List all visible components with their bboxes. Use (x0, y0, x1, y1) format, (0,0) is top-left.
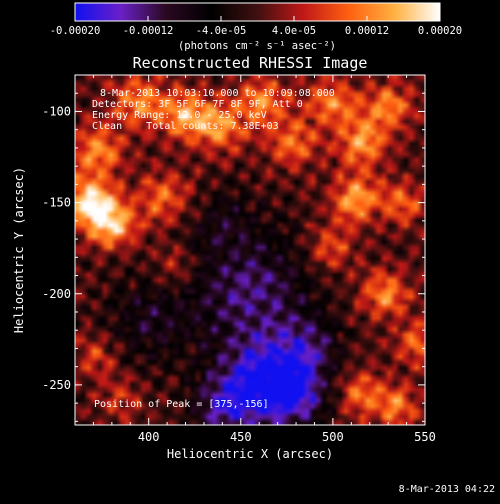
footer-timestamp: 8-Mar-2013 04:22 (399, 484, 495, 495)
annotation-method-counts: Clean Total counts: 7.38E+03 (92, 121, 279, 132)
y-tick-label: -150 (42, 196, 71, 210)
colorbar-tick-label: -4.0e-05 (196, 25, 247, 37)
annotation-peak-position: Position of Peak = [375,-156] (94, 399, 269, 410)
annotation-detectors: Detectors: 3F 5F 6F 7F 8F 9F, Att 0 (92, 99, 303, 110)
y-tick-label: -100 (42, 104, 71, 118)
colorbar-tick-label: -0.00012 (123, 25, 174, 37)
colorbar-tick-label: 4.0e-05 (272, 25, 316, 37)
plot-title: Reconstructed RHESSI Image (133, 54, 368, 72)
heatmap-image (75, 75, 425, 425)
colorbar-tick-label: 0.00012 (345, 25, 389, 37)
colorbar-frame (74, 2, 441, 22)
colorbar-units-label: (photons cm⁻² s⁻¹ asec⁻²) (178, 40, 336, 52)
annotation-block: 8-Mar-2013 10:03:10.000 to 10:09:08.000 … (92, 88, 335, 410)
y-axis-label: Heliocentric Y (arcsec) (12, 167, 26, 333)
colorbar-ticks: -0.00020 -0.00012 -4.0e-05 4.0e-05 0.00012 0.… (50, 16, 462, 37)
annotation-time-range: 8-Mar-2013 10:03:10.000 to 10:09:08.000 (100, 88, 335, 99)
axis-ticks: 400 450 500 550 -100 -150 -200 -250 (42, 74, 436, 444)
plot-frame (74, 74, 426, 426)
x-tick-label: 550 (414, 430, 436, 444)
y-tick-label: -200 (42, 287, 71, 301)
x-tick-label: 450 (230, 430, 252, 444)
colorbar-gradient (75, 3, 440, 21)
colorbar-tick-label: 0.00020 (418, 25, 462, 37)
x-tick-label: 400 (138, 430, 160, 444)
heatmap-raster (75, 75, 425, 425)
colorbar: -0.00020 -0.00012 -4.0e-05 4.0e-05 0.00012 0.… (50, 2, 462, 52)
x-tick-label: 500 (322, 430, 344, 444)
x-axis-label: Heliocentric X (arcsec) (167, 447, 333, 461)
colorbar-tick-label: -0.00020 (50, 25, 101, 37)
y-tick-label: -250 (42, 378, 71, 392)
annotation-energy-range: Energy Range: 12.0 - 25.0 keV (92, 110, 267, 121)
